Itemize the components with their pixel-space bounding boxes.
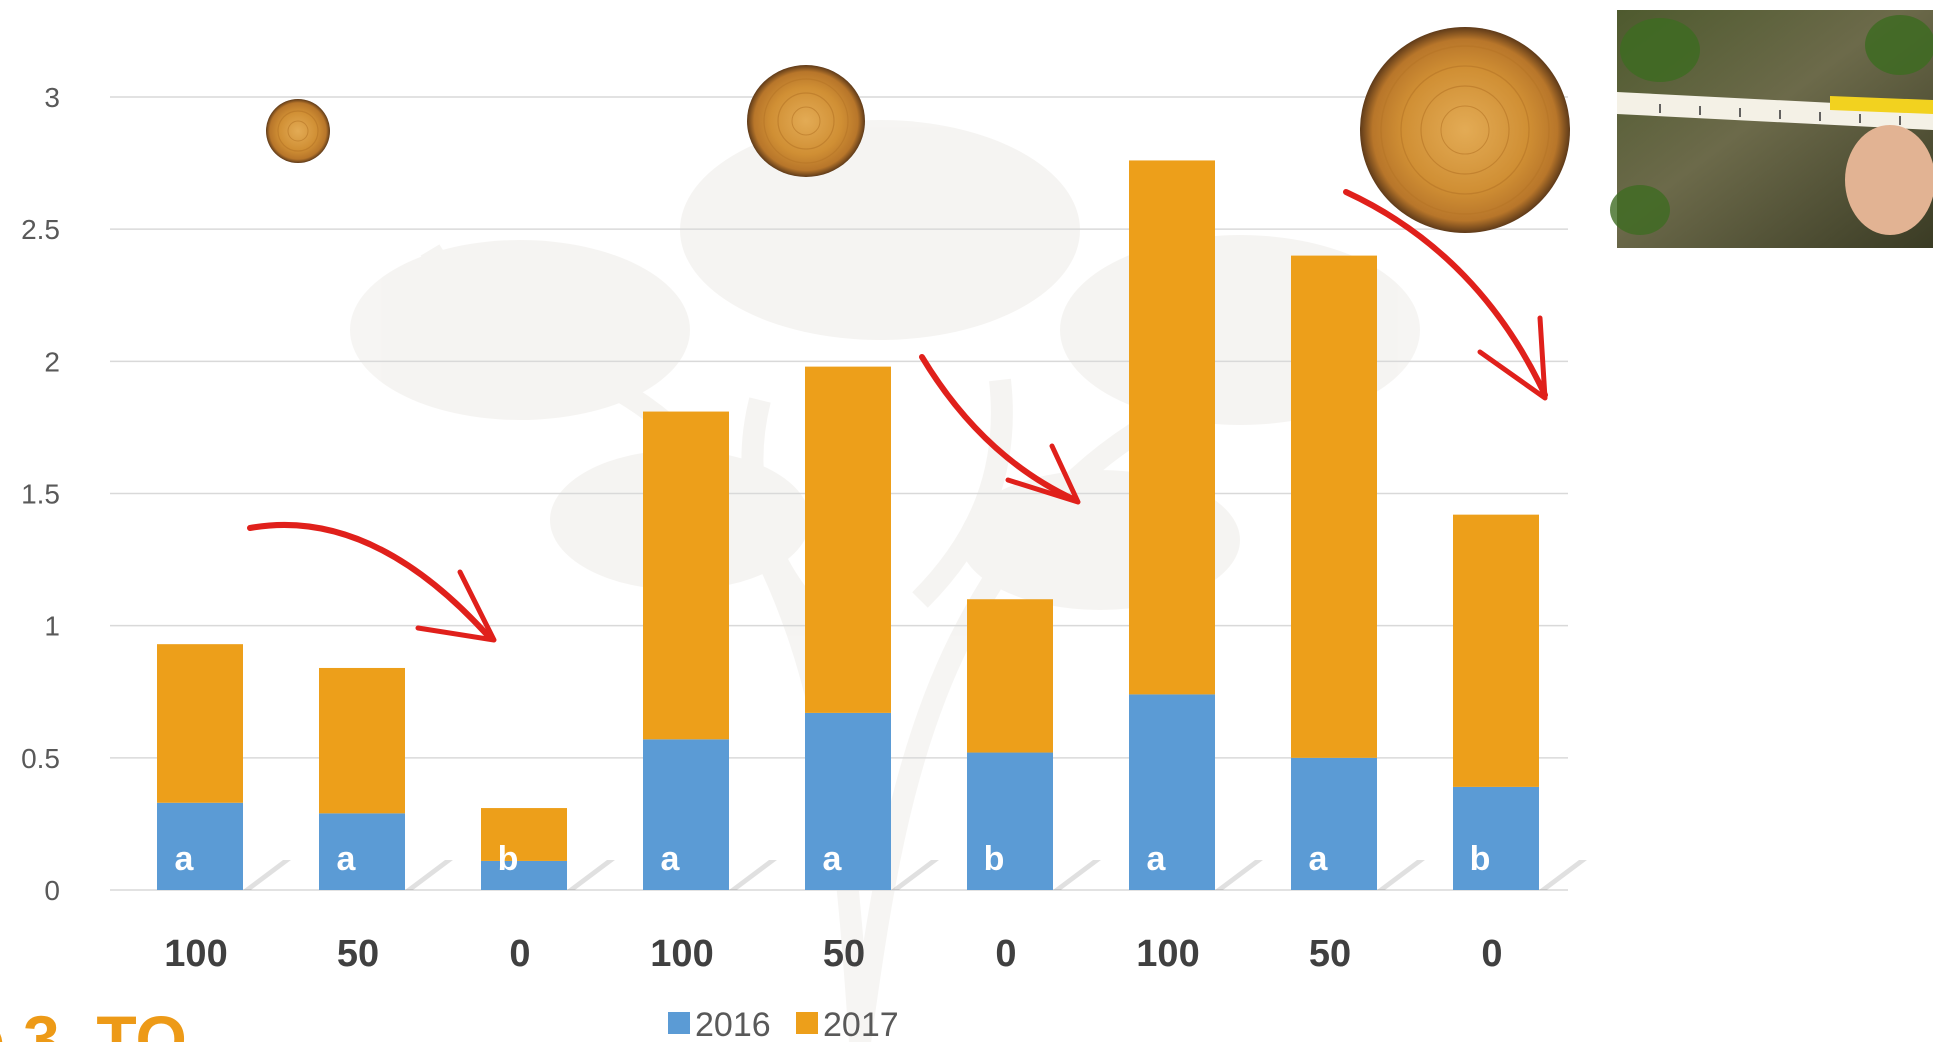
medium-disc-icon bbox=[747, 65, 865, 177]
bar-2017 bbox=[319, 667, 405, 814]
significance-letter: b bbox=[498, 840, 519, 878]
y-tick-label: 3 bbox=[44, 82, 60, 113]
significance-letter: a bbox=[175, 840, 195, 878]
significance-letter: a bbox=[661, 840, 681, 878]
significance-letter: b bbox=[984, 840, 1005, 878]
bar-2016 bbox=[481, 860, 567, 890]
bar-2016 bbox=[1291, 757, 1377, 890]
bar-2016 bbox=[805, 712, 891, 890]
x-tick-label: 100 bbox=[1136, 933, 1199, 975]
bar-2017 bbox=[157, 644, 243, 803]
bar-2017 bbox=[1129, 160, 1215, 695]
significance-letter: a bbox=[1309, 840, 1329, 878]
y-tick-label: 1.5 bbox=[21, 479, 60, 510]
red-arrow-icon bbox=[1343, 189, 1548, 401]
bar-shadow bbox=[1377, 860, 1425, 890]
significance-letter: a bbox=[1147, 840, 1167, 878]
y-tick-label: 2 bbox=[44, 346, 60, 377]
red-arrow-icon bbox=[919, 354, 1081, 505]
bar-shadow bbox=[1539, 860, 1587, 890]
legend-label-2017: 2017 bbox=[823, 1006, 899, 1042]
x-tick-label: 50 bbox=[823, 933, 865, 975]
bar-2017 bbox=[643, 411, 729, 740]
y-tick-label: 0 bbox=[44, 875, 60, 906]
small-disc-icon bbox=[266, 99, 330, 163]
bar-2017 bbox=[967, 599, 1053, 753]
legend-label-2016: 2016 bbox=[695, 1006, 771, 1042]
significance-letter: a bbox=[337, 840, 357, 878]
bar-2016 bbox=[967, 752, 1053, 890]
bar-shadow bbox=[243, 860, 291, 890]
legend-swatch-2016 bbox=[668, 1012, 690, 1034]
bar-shadow bbox=[405, 860, 453, 890]
bar-2016 bbox=[1129, 694, 1215, 890]
bar-2017 bbox=[481, 808, 567, 861]
y-tick-label: 2.5 bbox=[21, 214, 60, 245]
bar-2017 bbox=[1453, 514, 1539, 787]
bar-shadow bbox=[567, 860, 615, 890]
x-tick-label: 0 bbox=[1481, 933, 1502, 975]
large-disc-icon bbox=[1360, 27, 1570, 233]
x-tick-label: 50 bbox=[1309, 933, 1351, 975]
x-tick-label: 0 bbox=[509, 933, 530, 975]
significance-letter: b bbox=[1470, 840, 1491, 878]
y-axis: 0 0.5 1 1.5 2 2.5 3 bbox=[21, 82, 60, 906]
bar-2016 bbox=[1453, 786, 1539, 890]
measuring-tape-photo bbox=[1610, 10, 1933, 248]
bar-shadow bbox=[891, 860, 939, 890]
legend: 2016 2017 bbox=[668, 1006, 899, 1042]
legend-swatch-2017 bbox=[796, 1012, 818, 1034]
y-tick-label: 0.5 bbox=[21, 743, 60, 774]
bar-shadow bbox=[1215, 860, 1263, 890]
x-tick-label: 50 bbox=[337, 933, 379, 975]
bar-2016 bbox=[319, 813, 405, 890]
bar-2016 bbox=[157, 802, 243, 890]
bar-2017 bbox=[805, 366, 891, 713]
x-tick-label: 100 bbox=[650, 933, 713, 975]
bar-2017 bbox=[1291, 255, 1377, 758]
footer-fragment: e 3. TO bbox=[0, 1002, 187, 1042]
red-arrow-icon bbox=[247, 521, 497, 643]
bar-2016 bbox=[643, 739, 729, 890]
y-tick-label: 1 bbox=[44, 611, 60, 642]
x-tick-label: 0 bbox=[995, 933, 1016, 975]
significance-letter: a bbox=[823, 840, 843, 878]
x-tick-label: 100 bbox=[164, 933, 227, 975]
bar-shadow bbox=[1053, 860, 1101, 890]
x-axis: 100 50 0 100 50 0 100 50 0 bbox=[164, 933, 1502, 975]
bar-shadow bbox=[729, 860, 777, 890]
